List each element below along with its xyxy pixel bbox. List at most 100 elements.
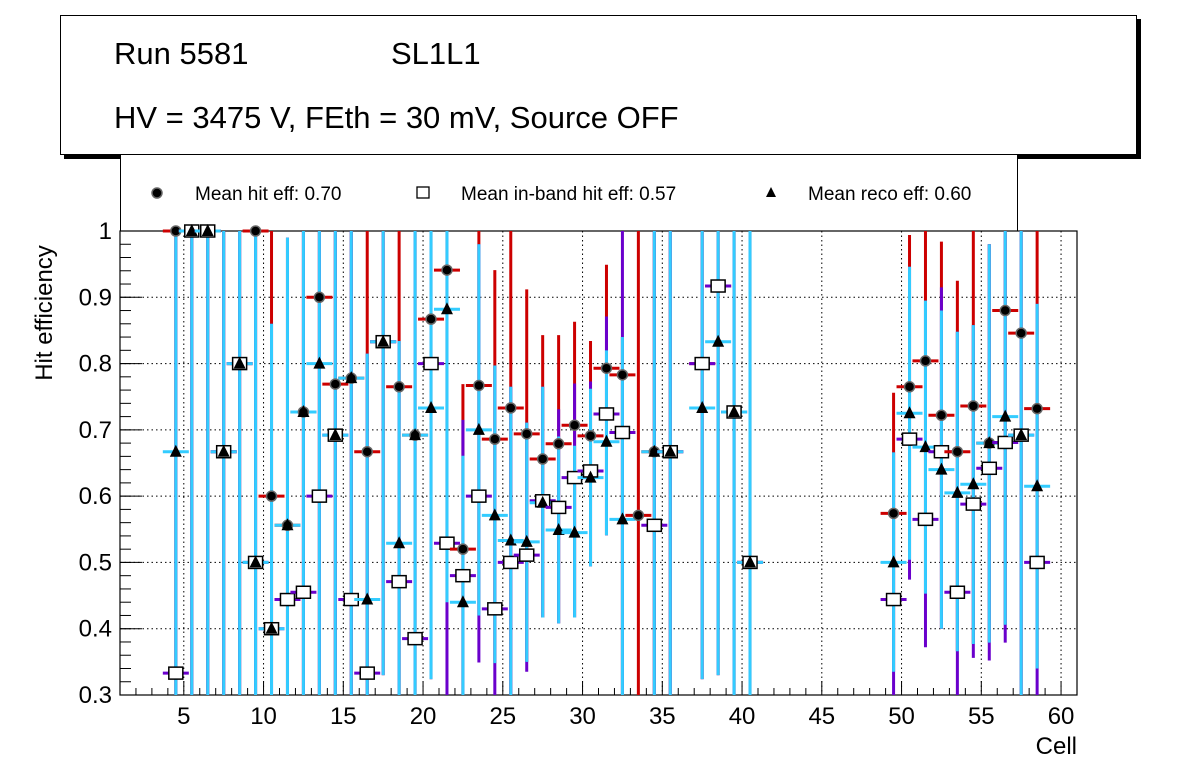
reco-marker: [584, 470, 597, 483]
reco-marker: [201, 224, 214, 236]
reco-marker: [983, 436, 996, 449]
inband-marker: [885, 592, 902, 607]
hit-marker: [473, 379, 485, 392]
reco-marker: [281, 518, 294, 531]
hit-marker: [329, 378, 342, 390]
inband-marker: [391, 574, 407, 589]
hit-marker: [967, 400, 980, 412]
inband-marker: [423, 356, 439, 371]
reco-marker: [744, 555, 757, 568]
reco-marker: [265, 621, 278, 634]
y-tick-label: 0.8: [79, 351, 112, 378]
reco-marker: [1031, 479, 1044, 492]
hit-marker: [265, 490, 278, 502]
x-tick-label: 5: [177, 703, 190, 730]
x-tick-label: 55: [968, 703, 995, 730]
inband-marker: [901, 432, 918, 446]
inband-marker: [965, 497, 982, 511]
reco-marker: [568, 525, 581, 538]
hit-marker: [903, 381, 916, 393]
inband-marker: [710, 279, 726, 293]
hit-marker: [441, 264, 453, 276]
inband-marker: [981, 461, 998, 476]
hit-marker: [520, 428, 533, 440]
reco-marker: [377, 334, 390, 347]
inband-marker: [997, 435, 1013, 450]
x-tick-label: 30: [569, 703, 596, 730]
x-tick-label: 35: [649, 703, 676, 730]
inband-marker: [1029, 555, 1045, 570]
hit-marker: [999, 304, 1011, 317]
hit-marker: [1031, 402, 1043, 415]
reco-marker: [536, 495, 549, 508]
y-tick-label: 1: [99, 218, 112, 245]
reco-marker: [935, 462, 948, 475]
inband-marker: [311, 489, 328, 503]
inband-marker: [518, 548, 535, 562]
legend-reco-marker: [766, 187, 776, 197]
x-tick-label: 50: [888, 703, 915, 730]
legend-inband-label: Mean in-band hit eff: 0.57: [461, 184, 677, 205]
inband-marker: [949, 585, 966, 600]
hit-marker: [313, 291, 326, 304]
hit-marker: [393, 381, 405, 393]
layer-label: SL1L1: [391, 36, 481, 71]
reco-marker: [217, 444, 230, 457]
hit-marker: [552, 438, 565, 450]
hit-marker: [536, 453, 549, 465]
x-tick-label: 20: [410, 703, 437, 730]
inband-marker: [917, 512, 934, 527]
reco-marker: [712, 334, 725, 347]
inband-marker: [439, 536, 455, 550]
y-tick-label: 0.6: [79, 483, 112, 510]
hit-marker: [632, 509, 645, 522]
hit-marker: [489, 433, 501, 445]
inband-marker: [694, 356, 710, 371]
reco-marker: [313, 356, 326, 369]
x-tick-label: 40: [729, 703, 756, 730]
inband-marker: [487, 602, 503, 616]
hit-marker: [616, 369, 629, 381]
inband-marker: [471, 489, 487, 503]
reco-marker: [728, 404, 741, 417]
inband-marker: [359, 666, 375, 680]
hit-marker: [584, 430, 597, 442]
reco-marker: [169, 444, 182, 457]
legend-inband-marker: [416, 186, 430, 199]
hit-marker: [568, 419, 581, 431]
y-tick-label: 0.5: [79, 549, 112, 576]
reco-marker: [329, 428, 342, 441]
hit-marker: [887, 507, 900, 520]
hit-marker: [600, 362, 613, 374]
reco-marker: [488, 508, 501, 521]
reco-marker: [361, 592, 374, 605]
reco-marker: [951, 485, 964, 498]
reco-marker: [233, 356, 246, 369]
reco-marker: [472, 422, 485, 435]
reco-marker: [409, 428, 422, 441]
inband-marker: [407, 631, 423, 646]
legend-reco-label: Mean reco eff: 0.60: [808, 184, 972, 205]
hit-marker: [249, 225, 262, 237]
x-tick-label: 45: [808, 703, 835, 730]
inband-marker: [646, 518, 663, 533]
reco-marker: [520, 534, 533, 547]
plot-frame: [119, 230, 1078, 696]
reco-marker: [616, 512, 629, 525]
reco-marker: [967, 477, 980, 490]
x-tick-label: 15: [330, 703, 357, 730]
reco-marker: [696, 400, 709, 413]
reco-marker: [1015, 428, 1028, 441]
x-tick-label: 25: [489, 703, 516, 730]
reco-marker: [345, 371, 358, 384]
hit-marker: [457, 543, 469, 555]
reco-marker: [664, 444, 677, 457]
reco-marker: [425, 400, 438, 413]
inband-marker: [550, 500, 567, 515]
run-label: Run 5581: [114, 36, 249, 71]
y-tick-label: 0.9: [79, 284, 112, 311]
legend-hit-marker: [151, 187, 163, 199]
x-tick-label: 10: [250, 703, 277, 730]
reco-marker: [297, 404, 310, 417]
inband-marker: [168, 666, 184, 680]
